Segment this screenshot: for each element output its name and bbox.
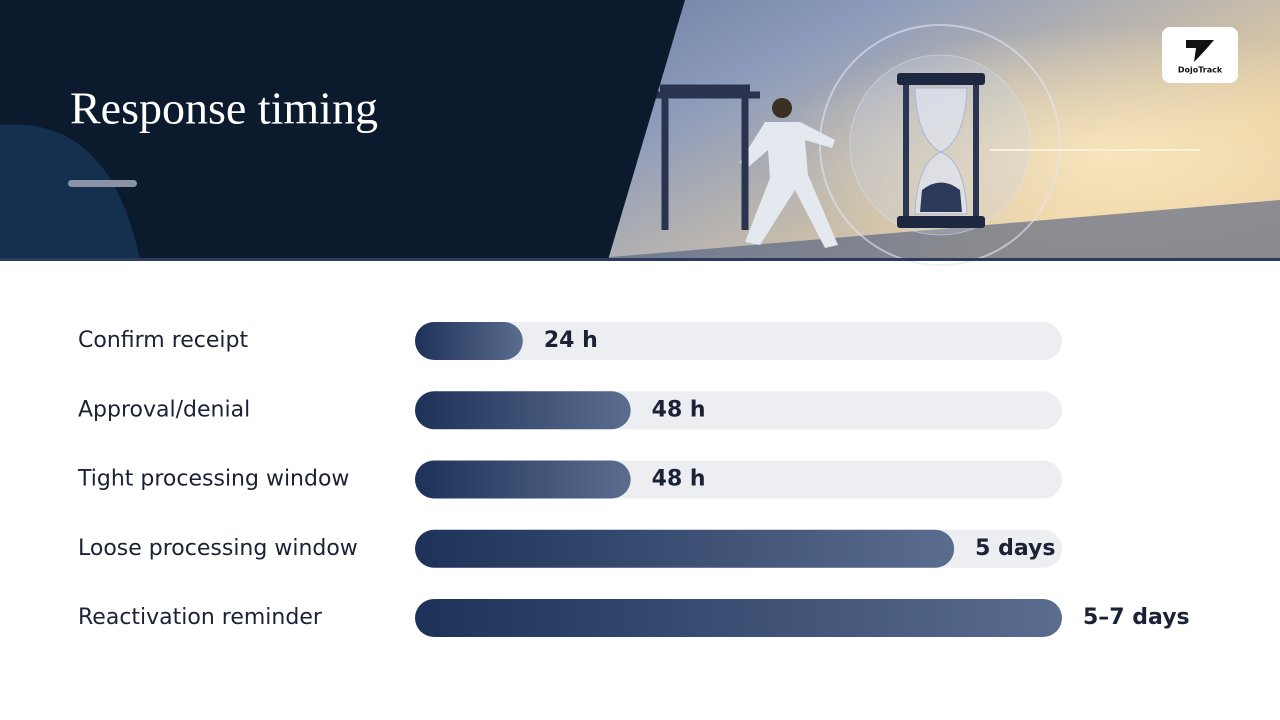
bar — [415, 391, 631, 430]
bar — [415, 599, 1062, 637]
panel-shape — [0, 124, 140, 261]
value-label: 48 h — [652, 467, 706, 492]
gate — [650, 84, 760, 230]
category-label: Loose processing window — [78, 536, 358, 561]
bar — [415, 322, 523, 360]
ring — [819, 24, 1061, 266]
logo-text: DojoTrack — [1178, 66, 1223, 75]
category-label: Tight processing window — [77, 467, 349, 492]
title: Response timing — [70, 83, 378, 134]
value-label: 24 h — [544, 328, 598, 353]
value-label: 48 h — [652, 397, 706, 422]
bar — [415, 529, 955, 568]
title-panel — [0, 0, 685, 260]
figure — [740, 98, 838, 248]
title-rule — [68, 180, 137, 187]
header-border — [0, 258, 1280, 261]
value-label: 5–7 days — [1083, 605, 1190, 630]
value-label: 5 days — [975, 536, 1055, 561]
category-label: Approval/denial — [78, 397, 250, 422]
category-label: Confirm receipt — [78, 328, 249, 353]
bar-track — [415, 322, 1062, 360]
ground — [600, 200, 1280, 258]
category-label: Reactivation reminder — [78, 605, 323, 630]
header: Response timing DojoTrack — [0, 0, 1280, 266]
bar — [415, 460, 631, 499]
hourglass — [897, 73, 985, 228]
bar-chart: Confirm receipt 24 h Approval/denial 48 h Ti… — [77, 322, 1190, 637]
logo: DojoTrack — [1162, 27, 1238, 83]
